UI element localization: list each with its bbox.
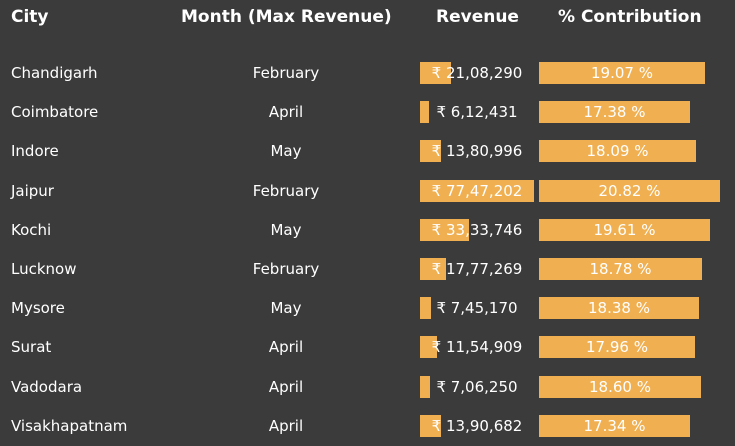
revenue-cell: ₹ 6,12,431 [420,101,534,123]
contribution-value: 17.34 % [583,417,646,435]
header-city[interactable]: City [11,7,49,27]
month-cell: May [270,142,302,160]
revenue-value: ₹ 21,08,290 [431,64,523,82]
city-cell: Kochi [11,221,52,239]
month-cell: April [268,338,304,356]
table-row[interactable]: Jaipur February ₹ 77,47,202 20.82 % [0,176,735,206]
table-row[interactable]: Lucknow February ₹ 17,77,269 18.78 % [0,254,735,284]
contribution-databar: 18.09 % [539,140,696,162]
contribution-databar: 18.38 % [539,297,699,319]
revenue-databar [420,258,446,280]
contribution-value: 17.96 % [586,338,648,356]
revenue-cell: ₹ 7,06,250 [420,376,534,398]
revenue-cell: ₹ 21,08,290 [420,62,534,84]
contribution-value: 18.09 % [586,142,649,160]
contribution-databar: 18.78 % [539,258,702,280]
header-month[interactable]: Month (Max Revenue) [181,7,392,27]
revenue-value: ₹ 7,45,170 [436,299,518,317]
revenue-cell: ₹ 33,33,746 [420,219,534,241]
table-row[interactable]: Surat April ₹ 11,54,909 17.96 % [0,332,735,362]
revenue-databar [420,297,431,319]
revenue-cell: ₹ 77,47,202 [420,180,534,202]
revenue-cell: ₹ 7,45,170 [420,297,534,319]
revenue-value: ₹ 77,47,202 [431,182,523,200]
table-row[interactable]: Coimbatore April ₹ 6,12,431 17.38 % [0,97,735,127]
revenue-value: ₹ 17,77,269 [431,260,523,278]
month-cell: February [252,260,320,278]
revenue-value: ₹ 13,80,996 [431,142,523,160]
table-row[interactable]: Visakhapatnam April ₹ 13,90,682 17.34 % [0,411,735,441]
month-cell: May [270,221,302,239]
revenue-cell: ₹ 13,80,996 [420,140,534,162]
city-cell: Chandigarh [11,64,98,82]
month-cell: April [268,103,304,121]
table-row[interactable]: Indore May ₹ 13,80,996 18.09 % [0,136,735,166]
table-row[interactable]: Chandigarh February ₹ 21,08,290 19.07 % [0,58,735,88]
contribution-value: 19.07 % [591,64,653,82]
revenue-databar [420,415,441,437]
contribution-databar: 17.38 % [539,101,690,123]
revenue-cell: ₹ 13,90,682 [420,415,534,437]
contribution-databar: 17.96 % [539,336,695,358]
revenue-value: ₹ 11,54,909 [431,338,523,356]
contribution-databar: 19.61 % [539,219,710,241]
city-cell: Indore [11,142,59,160]
contribution-value: 19.61 % [593,221,656,239]
revenue-databar [420,62,451,84]
contribution-value: 18.38 % [588,299,650,317]
revenue-databar [420,101,429,123]
city-cell: Jaipur [11,182,54,200]
revenue-value: ₹ 6,12,431 [436,103,518,121]
contribution-databar: 18.60 % [539,376,701,398]
contribution-value: 17.38 % [583,103,646,121]
table-row[interactable]: Mysore May ₹ 7,45,170 18.38 % [0,293,735,323]
city-cell: Visakhapatnam [11,417,128,435]
table-row[interactable]: Kochi May ₹ 33,33,746 19.61 % [0,215,735,245]
city-cell: Mysore [11,299,65,317]
city-cell: Surat [11,338,52,356]
table-row[interactable]: Vadodara April ₹ 7,06,250 18.60 % [0,372,735,402]
revenue-value: ₹ 7,06,250 [436,378,518,396]
contribution-value: 18.60 % [589,378,651,396]
city-cell: Vadodara [11,378,83,396]
city-cell: Lucknow [11,260,77,278]
revenue-databar [420,180,534,202]
revenue-databar [420,336,437,358]
contribution-databar: 19.07 % [539,62,705,84]
month-cell: April [268,417,304,435]
revenue-databar [420,140,441,162]
month-cell: February [252,182,320,200]
revenue-value: ₹ 13,90,682 [431,417,523,435]
contribution-databar: 17.34 % [539,415,690,437]
city-cell: Coimbatore [11,103,99,121]
header-revenue[interactable]: Revenue [436,7,519,27]
revenue-cell: ₹ 17,77,269 [420,258,534,280]
contribution-value: 20.82 % [598,182,661,200]
revenue-cell: ₹ 11,54,909 [420,336,534,358]
month-cell: May [270,299,302,317]
header-contribution[interactable]: % Contribution [558,7,702,27]
revenue-databar [420,376,430,398]
month-cell: February [252,64,320,82]
month-cell: April [268,378,304,396]
contribution-value: 18.78 % [589,260,652,278]
revenue-value: ₹ 33,33,746 [431,221,523,239]
revenue-databar [420,219,469,241]
contribution-databar: 20.82 % [539,180,720,202]
